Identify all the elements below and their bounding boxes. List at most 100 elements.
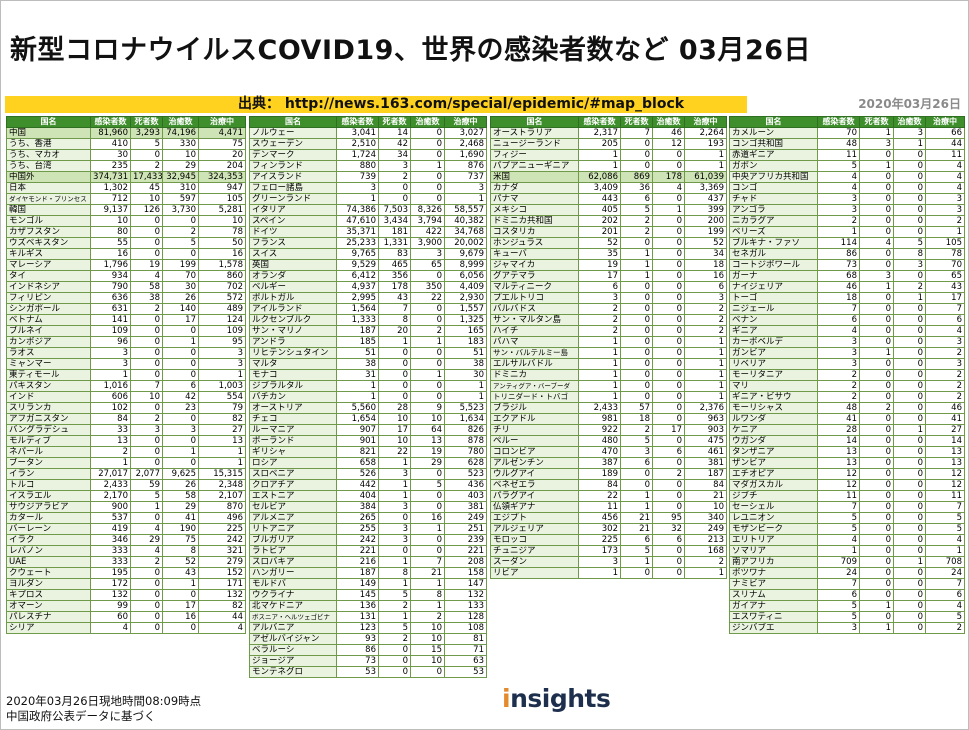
value-cell: 58 <box>162 490 199 502</box>
value-cell: 3 <box>378 523 411 535</box>
value-cell: 0 <box>652 303 685 315</box>
table-row: ガボン 5 1 0 4 <box>729 160 965 172</box>
value-cell: 5 <box>620 545 653 557</box>
value-cell: 2 <box>925 215 965 227</box>
value-cell: 2 <box>925 369 965 381</box>
value-cell: 255 <box>336 523 379 535</box>
country-cell: アルゼンチン <box>490 457 579 469</box>
value-cell: 1,325 <box>444 314 487 326</box>
country-cell: カタール <box>6 512 91 524</box>
value-cell: 0 <box>378 666 411 678</box>
value-cell: 20,002 <box>444 237 487 249</box>
table-row: シンガポール 631 2 140 489 <box>6 303 246 315</box>
table-row: チェコ 1,654 10 10 1,634 <box>249 413 487 425</box>
value-cell: 28 <box>817 424 860 436</box>
value-cell: 2 <box>378 633 411 645</box>
country-cell: モロッコ <box>490 534 579 546</box>
value-cell: 6 <box>620 534 653 546</box>
country-cell: 米国 <box>490 171 579 183</box>
value-cell: 1 <box>652 204 685 216</box>
value-cell: 903 <box>684 424 727 436</box>
value-cell: 0 <box>859 424 894 436</box>
table-row: 赤道ギニア 11 0 0 11 <box>729 149 965 161</box>
table-row: フランス 25,233 1,331 3,900 20,002 <box>249 237 487 249</box>
table-row: ポーランド 901 10 13 878 <box>249 435 487 447</box>
country-cell: フィンランド <box>249 160 337 172</box>
country-cell: マレーシア <box>6 259 91 271</box>
value-cell: 0 <box>162 413 199 425</box>
value-cell: 128 <box>444 611 487 623</box>
table-row: スイス 9,765 83 3 9,679 <box>249 248 487 260</box>
country-cell: プエルトリコ <box>490 292 579 304</box>
value-cell: 907 <box>336 424 379 436</box>
value-cell: 2 <box>378 600 411 612</box>
country-cell: ミャンマー <box>6 358 91 370</box>
value-cell: 0 <box>162 457 199 469</box>
value-cell: 1 <box>684 149 727 161</box>
value-cell: 3 <box>925 204 965 216</box>
table-row: 米国 62,086 869 178 61,039 <box>490 171 727 183</box>
country-cell: セルビア <box>249 501 337 513</box>
value-cell: 1 <box>578 369 621 381</box>
country-cell: イスラエル <box>6 490 91 502</box>
value-cell: 19 <box>410 446 445 458</box>
table-row: フィリピン 636 38 26 572 <box>6 292 246 304</box>
value-cell: 708 <box>925 556 965 568</box>
table-row: フィジー 1 0 0 1 <box>490 149 727 161</box>
value-cell: 3 <box>684 292 727 304</box>
value-cell: 0 <box>652 545 685 557</box>
value-cell: 0 <box>620 347 653 359</box>
value-cell: 105 <box>198 193 246 205</box>
country-cell: チリ <box>490 424 579 436</box>
country-cell: イラン <box>6 468 91 480</box>
value-cell: 4,409 <box>444 281 487 293</box>
value-cell: 0 <box>652 347 685 359</box>
table-row: ベトナム 141 0 17 124 <box>6 314 246 326</box>
value-cell: 147 <box>444 578 487 590</box>
value-cell: 19 <box>578 259 621 271</box>
value-cell: 7 <box>410 556 445 568</box>
value-cell: 631 <box>90 303 131 315</box>
value-cell: 13 <box>817 446 860 458</box>
value-cell: 84 <box>90 413 131 425</box>
value-cell: 3 <box>620 446 653 458</box>
table-row: グリーンランド 1 0 0 1 <box>249 193 487 205</box>
column-header: 死者数 <box>378 116 411 128</box>
country-cell: ブルネイ <box>6 325 91 337</box>
table-row: エチオピア 12 0 0 12 <box>729 468 965 480</box>
value-cell: 0 <box>893 182 926 194</box>
value-cell: 0 <box>410 138 445 150</box>
country-cell: シリア <box>6 622 91 634</box>
value-cell: 3,730 <box>162 204 199 216</box>
value-cell: 3 <box>859 138 894 150</box>
table-row: ベリーズ 1 0 0 1 <box>729 226 965 238</box>
table-row: 中国 81,960 3,293 74,196 4,471 <box>6 127 246 139</box>
value-cell: 0 <box>410 149 445 161</box>
value-cell: 0 <box>378 644 411 656</box>
value-cell: 26 <box>162 292 199 304</box>
value-cell: 3 <box>817 347 860 359</box>
value-cell: 41 <box>925 413 965 425</box>
value-cell: 876 <box>444 160 487 172</box>
value-cell: 114 <box>817 237 860 249</box>
value-cell: 7 <box>925 501 965 513</box>
value-cell: 3,900 <box>410 237 445 249</box>
country-cell: ハンガリー <box>249 567 337 579</box>
value-cell: 1 <box>620 490 653 502</box>
value-cell: 34 <box>378 149 411 161</box>
value-cell: 2 <box>410 611 445 623</box>
value-cell: 1 <box>578 149 621 161</box>
value-cell: 321 <box>198 545 246 557</box>
value-cell: 526 <box>336 468 379 480</box>
value-cell: 0 <box>162 347 199 359</box>
value-cell: 42 <box>162 391 199 403</box>
value-cell: 178 <box>378 281 411 293</box>
country-cell: エジプト <box>490 512 579 524</box>
value-cell: 934 <box>90 270 131 282</box>
value-cell: 1,016 <box>90 380 131 392</box>
value-cell: 302 <box>578 523 621 535</box>
value-cell: 0 <box>652 413 685 425</box>
table-row: バングラデシュ 33 3 3 27 <box>6 424 246 436</box>
table-row: うち、マカオ 30 0 10 20 <box>6 149 246 161</box>
value-cell: 0 <box>620 149 653 161</box>
